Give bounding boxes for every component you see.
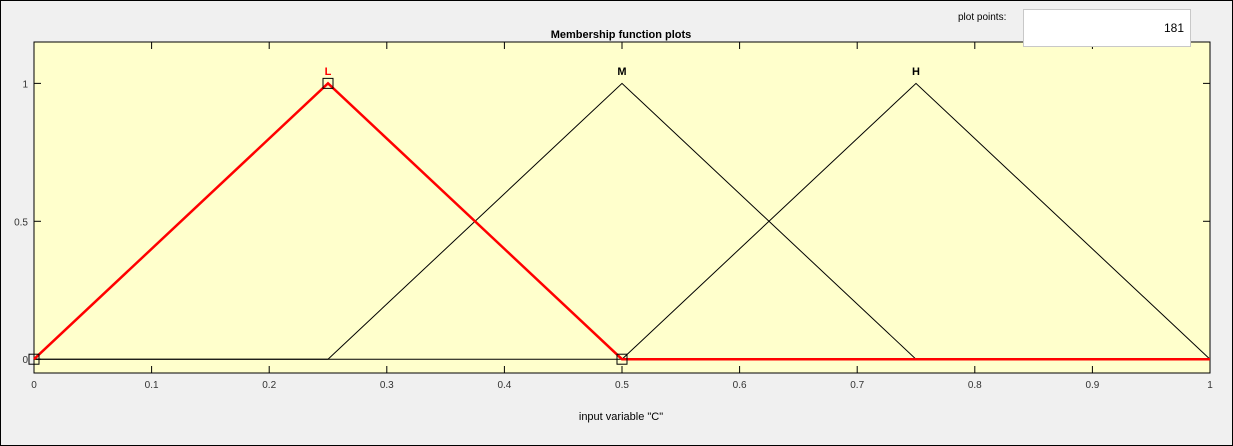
mf-curves [28, 77, 1211, 365]
mf-label-m[interactable]: M [617, 66, 626, 78]
mf-curve-l[interactable] [33, 81, 1210, 361]
plot-area[interactable] [33, 41, 1211, 374]
x-tick-label: 0 [31, 380, 37, 391]
x-tick-label: 0.3 [380, 380, 394, 391]
plot-points-input[interactable] [1023, 9, 1191, 47]
mf-vertex-handle[interactable] [28, 353, 40, 365]
mf-label-h[interactable]: H [912, 66, 920, 78]
x-tick-label: 0.4 [497, 380, 511, 391]
x-tick-label: 0.1 [145, 380, 159, 391]
axis-ticks: 0 0.1 0.2 0.3 0.4 0.5 0.6 0.7 0.8 0.9 1 0 0.5 1 [14, 42, 1213, 391]
y-tick-label: 0.5 [14, 217, 28, 228]
plot-points-label: plot points: [958, 12, 1007, 23]
x-tick-label: 1 [1207, 380, 1213, 391]
y-tick-label: 1 [22, 79, 28, 90]
x-tick-label: 0.5 [615, 380, 629, 391]
chart-title: Membership function plots [551, 29, 692, 41]
mf-labels: M HL [325, 66, 920, 78]
x-tick-label: 0.8 [968, 380, 982, 391]
x-axis-label: input variable "C" [579, 411, 663, 423]
x-tick-label: 0.6 [733, 380, 747, 391]
mf-label-l[interactable]: L [325, 66, 332, 78]
mf-vertex-handle[interactable] [616, 353, 628, 365]
x-tick-label: 0.9 [1085, 380, 1099, 391]
mf-vertex-handle[interactable] [322, 77, 334, 89]
x-tick-label: 0.2 [262, 380, 276, 391]
y-tick-label: 0 [22, 355, 28, 366]
x-tick-label: 0.7 [850, 380, 864, 391]
mf-curve-h[interactable] [34, 82, 1211, 360]
